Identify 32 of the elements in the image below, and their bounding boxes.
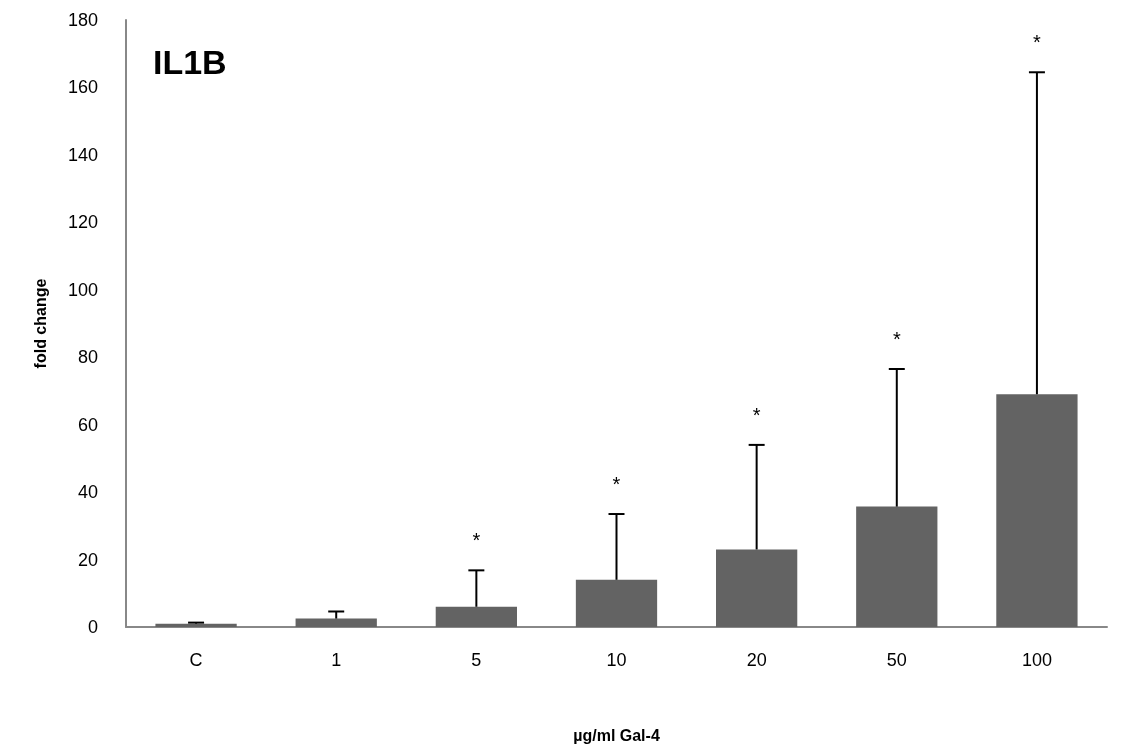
y-tick-label: 120 (67, 212, 98, 233)
bar (996, 394, 1078, 627)
y-tick-label: 60 (77, 414, 98, 435)
bar (716, 549, 798, 627)
x-tick-label: 20 (746, 650, 767, 670)
y-tick-label: 20 (77, 549, 98, 570)
x-tick-label: C (189, 650, 203, 670)
x-tick-label: 50 (886, 650, 907, 670)
y-tick-label: 80 (77, 347, 98, 368)
y-tick-label: 140 (67, 144, 98, 165)
annotation: * (1033, 31, 1042, 54)
x-tick-label: 1 (331, 650, 342, 670)
annotation: * (892, 328, 901, 351)
annotation: * (752, 403, 761, 426)
y-tick-label: 160 (67, 77, 98, 98)
y-tick-label: 180 (67, 10, 98, 30)
annotation: * (472, 529, 481, 552)
bar (575, 579, 658, 627)
y-tick-label: 0 (87, 617, 98, 637)
x-axis-title: µg/ml Gal-4 (573, 726, 660, 744)
y-axis-title: fold change (31, 278, 49, 369)
bar (295, 618, 377, 627)
text: IL1B (153, 43, 227, 81)
bar (435, 606, 517, 627)
bar (856, 506, 938, 627)
x-tick-label: 100 (1021, 650, 1052, 670)
y-tick-label: 100 (67, 279, 98, 300)
x-tick-label: 5 (471, 650, 482, 670)
y-tick-label: 40 (77, 482, 98, 503)
annotation: * (612, 473, 621, 496)
bar (155, 623, 237, 627)
x-tick-label: 10 (606, 650, 627, 670)
